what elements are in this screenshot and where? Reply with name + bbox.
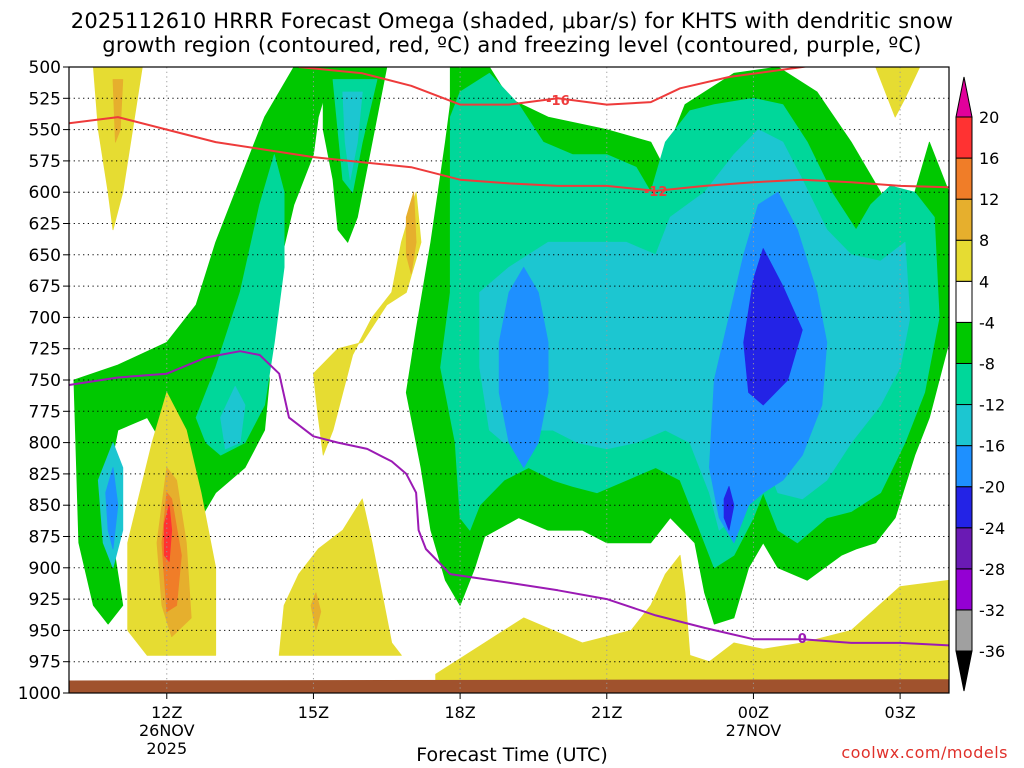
- x-tick-label-21Z: 21Z: [591, 703, 622, 722]
- colorbar-top-arrow: [955, 76, 973, 118]
- y-tick-label-875: 875: [29, 528, 61, 548]
- y-tick-label-650: 650: [29, 246, 61, 266]
- colorbar-label-11: 12: [979, 190, 999, 209]
- colorbar-bottom-arrow: [955, 650, 973, 692]
- y-tick-label-675: 675: [29, 277, 61, 297]
- y-tick-label-900: 900: [29, 559, 61, 579]
- x-tick-label-12Z: 12Z: [151, 703, 182, 722]
- y-tick-label-500: 500: [29, 58, 61, 78]
- omega-region-21: [112, 79, 124, 143]
- contour-line-0: [298, 67, 809, 106]
- colorbar-label-8: -4: [979, 313, 995, 332]
- x-tick-label-03Z: 03Z: [884, 703, 915, 722]
- colorbar-segment-11: [955, 198, 973, 241]
- colorbar-label-0: -36: [979, 642, 1005, 661]
- contour-label-2: 0: [798, 632, 807, 647]
- colorbar-segment-10: [955, 239, 973, 282]
- contour-label-1: -12: [644, 185, 668, 200]
- colorbar-label-13: 20: [979, 108, 999, 127]
- y-tick-label-850: 850: [29, 496, 61, 516]
- omega-region-8: [220, 385, 246, 450]
- contour-label-0: -16: [546, 94, 570, 109]
- colorbar-segment-7: [955, 362, 973, 406]
- y-tick-label-750: 750: [29, 371, 61, 391]
- contour-line-2: [69, 350, 949, 647]
- y-tick-label-1000: 1000: [18, 684, 61, 704]
- y-tick-label-625: 625: [29, 215, 61, 235]
- colorbar-label-12: 16: [979, 149, 999, 168]
- colorbar-segment-5: [955, 445, 973, 488]
- y-tick-label-975: 975: [29, 653, 61, 673]
- y-tick-label-800: 800: [29, 434, 61, 454]
- colorbar-segment-12: [955, 157, 973, 200]
- colorbar-segment-3: [955, 527, 973, 570]
- omega-region-20: [875, 67, 921, 118]
- colorbar-segment-2: [955, 568, 973, 611]
- colorbar-segment-9: [955, 280, 973, 323]
- omega-region-23: [405, 191, 417, 275]
- y-tick-label-575: 575: [29, 152, 61, 172]
- y-tick-label-825: 825: [29, 465, 61, 485]
- omega-region-26: [163, 504, 173, 562]
- chart-title-line-2: growth region (contoured, red, ºC) and f…: [102, 33, 922, 57]
- x-tick-label-00Z: 00Z: [738, 703, 769, 722]
- ground-surface: [69, 679, 949, 693]
- colorbar-label-10: 8: [979, 231, 989, 250]
- y-tick-label-950: 950: [29, 621, 61, 641]
- x-tick-label-18Z: 18Z: [444, 703, 475, 722]
- y-tick-label-775: 775: [29, 402, 61, 422]
- chart-title-line-1: 2025112610 HRRR Forecast Omega (shaded, …: [70, 9, 954, 33]
- omega-region-14: [723, 485, 735, 531]
- y-tick-label-725: 725: [29, 340, 61, 360]
- y-tick-label-925: 925: [29, 590, 61, 610]
- x-tick-date-00Z: 27NOV: [726, 721, 782, 740]
- colorbar-segment-6: [955, 404, 973, 447]
- x-axis-label: Forecast Time (UTC): [416, 744, 608, 766]
- y-tick-label-550: 550: [29, 121, 61, 141]
- omega-region-15: [93, 67, 143, 231]
- x-tick-label-15Z: 15Z: [298, 703, 329, 722]
- colorbar-segment-4: [955, 486, 973, 529]
- colorbar-label-6: -12: [979, 396, 1005, 415]
- colorbar-label-7: -8: [979, 354, 995, 373]
- omega-region-19: [435, 554, 949, 684]
- y-tick-label-600: 600: [29, 183, 61, 203]
- colorbar-segment-1: [955, 609, 973, 652]
- colorbar-label-4: -20: [979, 478, 1005, 497]
- colorbar-segment-13: [955, 116, 973, 159]
- omega-region-24: [310, 592, 322, 631]
- colorbar-label-5: -16: [979, 437, 1005, 456]
- credit-text: coolwx.com/models: [841, 743, 1008, 762]
- contour-line-1: [69, 116, 949, 192]
- y-tick-label-700: 700: [29, 308, 61, 328]
- x-tick-year-12Z: 2025: [146, 739, 187, 758]
- y-tick-label-525: 525: [29, 89, 61, 109]
- x-tick-date-12Z: 26NOV: [139, 721, 195, 740]
- omega-region-18: [278, 498, 402, 656]
- colorbar-label-9: 4: [979, 272, 989, 291]
- colorbar-label-1: -32: [979, 601, 1005, 620]
- colorbar-label-3: -24: [979, 519, 1005, 538]
- colorbar-label-2: -28: [979, 560, 1005, 579]
- colorbar-segment-8: [955, 321, 973, 364]
- omega-region-12: [105, 467, 119, 550]
